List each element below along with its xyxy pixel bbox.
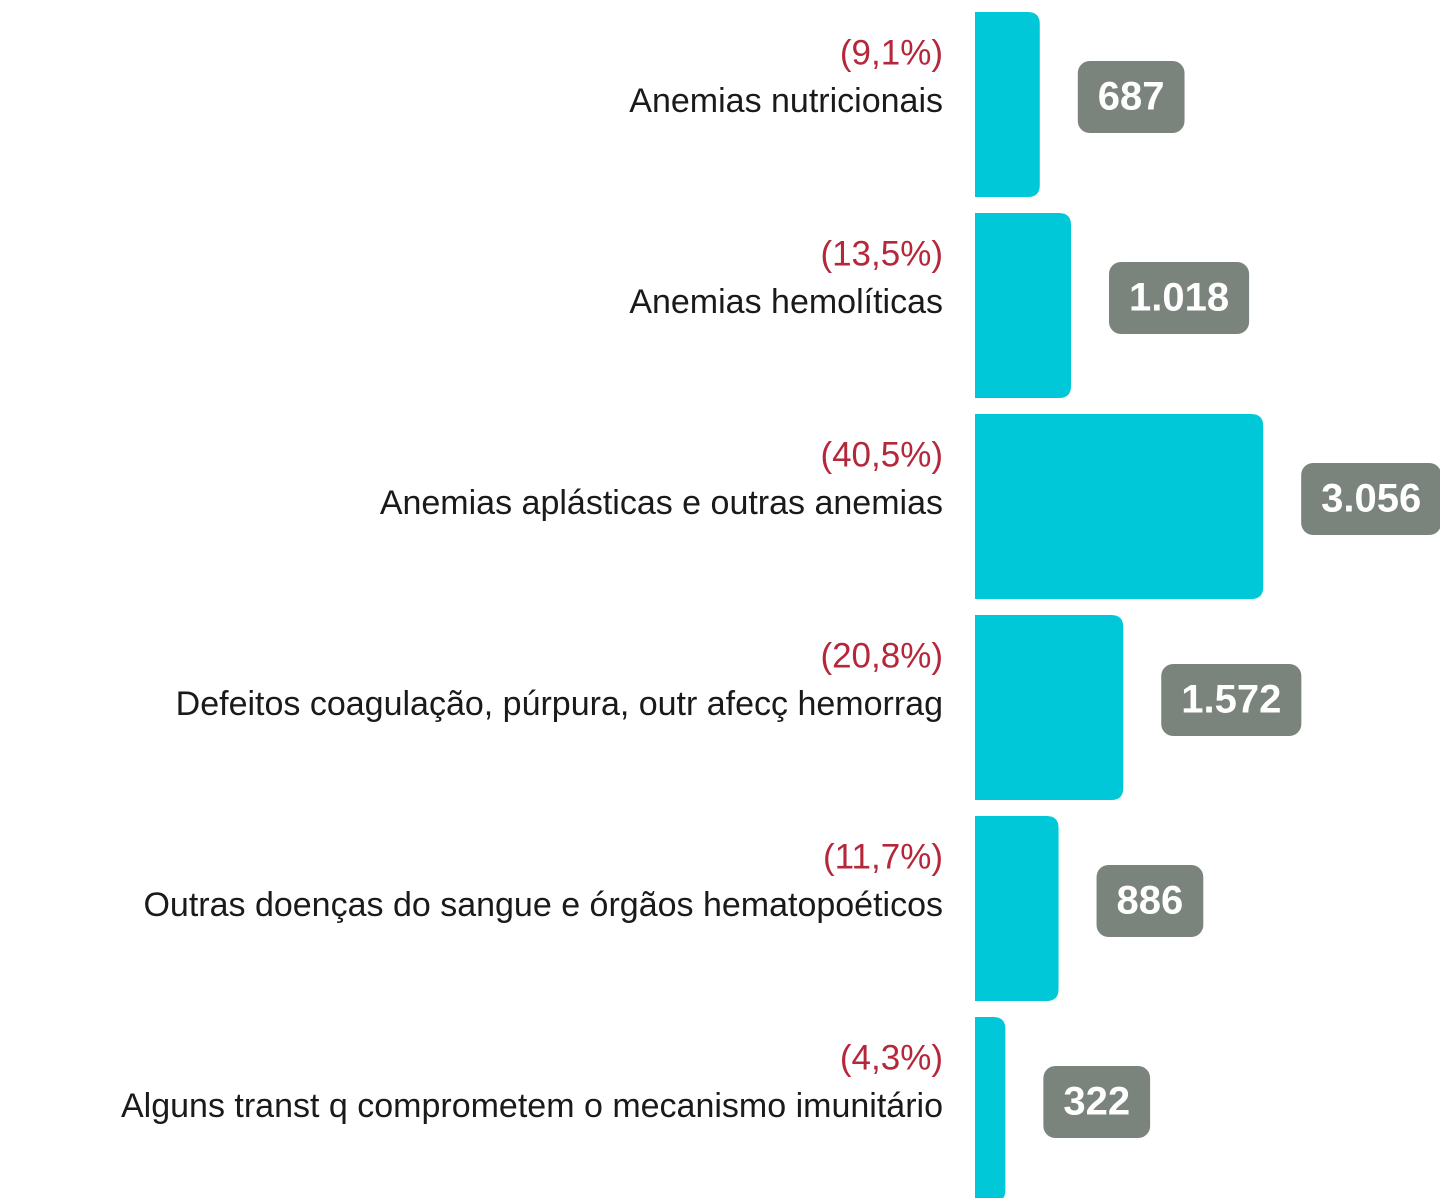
share-label: (11,7%) xyxy=(823,837,943,876)
value-label: 1.018 xyxy=(1129,276,1229,320)
value-label: 687 xyxy=(1098,75,1165,119)
value-badge xyxy=(1043,1066,1151,1138)
category-label: Anemias aplásticas e outras anemias xyxy=(380,484,943,522)
value-badge xyxy=(1077,61,1185,133)
bar xyxy=(975,414,1264,599)
bar xyxy=(975,213,1071,398)
share-label: (20,8%) xyxy=(820,636,943,675)
share-label: (4,3%) xyxy=(840,1038,943,1077)
category-label: Outras doenças do sangue e órgãos hemato… xyxy=(143,886,943,924)
category-label: Alguns transt q comprometem o mecanismo … xyxy=(121,1087,943,1125)
share-label: (9,1%) xyxy=(840,33,943,72)
value-badge xyxy=(1301,463,1440,535)
bar xyxy=(975,1017,1006,1198)
value-badge xyxy=(1096,865,1204,937)
category-label: Defeitos coagulação, púrpura, outr afecç… xyxy=(176,685,943,723)
bar xyxy=(975,816,1059,1001)
value-badge xyxy=(1108,262,1250,334)
value-label: 886 xyxy=(1117,879,1184,923)
category-label: Anemias hemolíticas xyxy=(629,283,943,321)
value-label: 1.572 xyxy=(1181,678,1281,722)
category-label: Anemias nutricionais xyxy=(629,82,943,120)
share-label: (40,5%) xyxy=(820,435,943,474)
bar xyxy=(975,12,1040,197)
bar xyxy=(975,615,1124,800)
value-label: 322 xyxy=(1063,1080,1130,1124)
value-badge xyxy=(1161,664,1302,736)
value-label: 3.056 xyxy=(1321,477,1421,521)
share-label: (13,5%) xyxy=(820,234,943,273)
